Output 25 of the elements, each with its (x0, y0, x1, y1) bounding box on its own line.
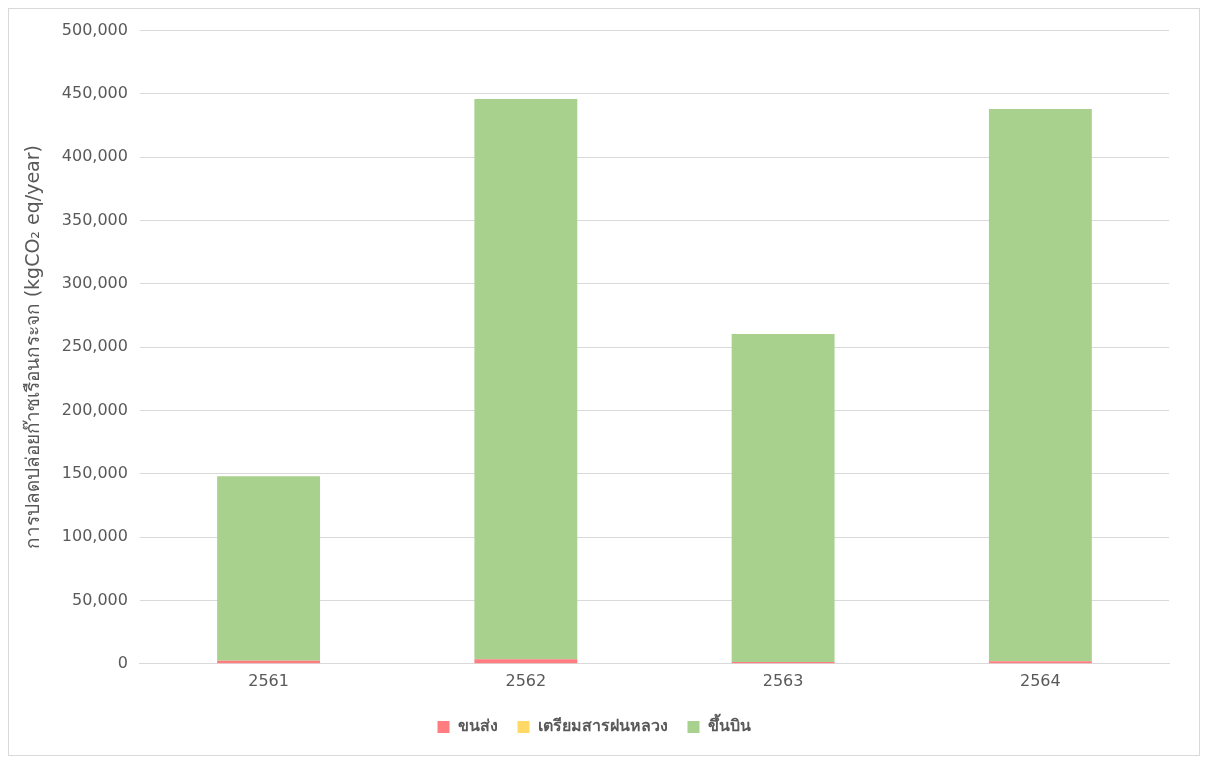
y-tick-label: 500,000 (61, 19, 128, 39)
x-tick-label: 2562 (505, 670, 547, 690)
y-tick-label: 100,000 (61, 526, 128, 546)
y-tick-label: 250,000 (61, 336, 128, 356)
bar (217, 476, 321, 661)
bar (474, 659, 578, 664)
y-tick-label: 200,000 (61, 399, 128, 419)
y-tick-label: 0 (117, 652, 128, 672)
bar (988, 109, 1092, 662)
legend-label: ขนส่ง (457, 716, 498, 736)
y-tick-label: 50,000 (71, 589, 128, 609)
legend-label: ขึ้นบิน (707, 713, 751, 736)
y-tick-label: 450,000 (61, 83, 128, 103)
legend-label: เตรียมสารฝนหลวง (537, 716, 668, 736)
x-tick-label: 2564 (1020, 670, 1061, 690)
bar (988, 661, 1092, 664)
y-axis-title: การปลดปล่อยก๊าซเรือนกระจก (kgCO₂ eq/year) (21, 145, 44, 550)
y-tick-label: 300,000 (61, 273, 128, 293)
x-tick-label: 2563 (762, 670, 804, 690)
bar (474, 98, 578, 660)
y-tick-label: 400,000 (61, 146, 128, 166)
y-tick-label: 350,000 (61, 209, 128, 229)
y-tick-label: 150,000 (61, 463, 128, 482)
bar (731, 333, 835, 662)
x-tick-label: 2561 (248, 670, 289, 690)
